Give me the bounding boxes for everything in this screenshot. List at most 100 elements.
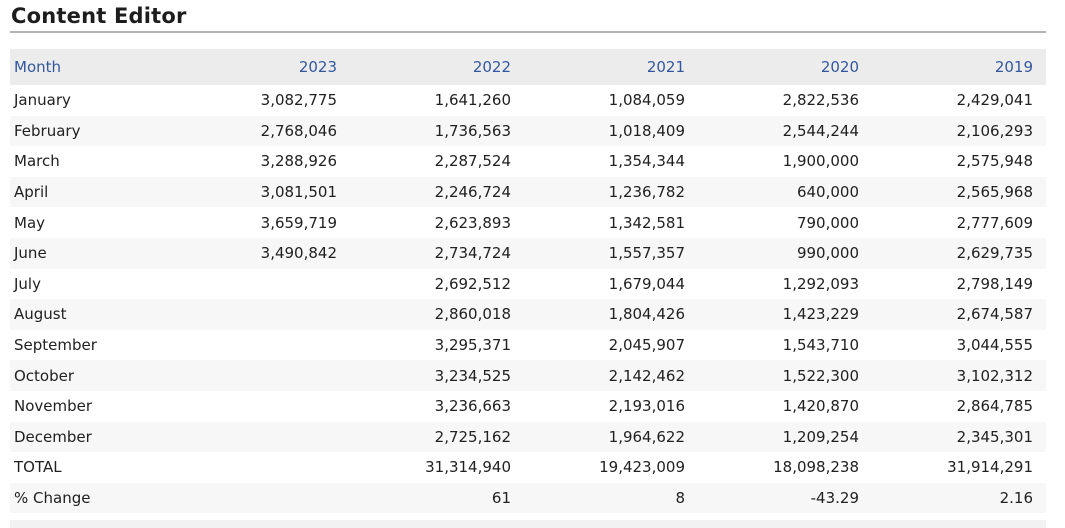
cell-value: 2,429,041 [872, 85, 1046, 116]
cell-value: 1,423,229 [698, 299, 872, 330]
cell-value: 640,000 [698, 177, 872, 208]
column-header-2022[interactable]: 2022 [350, 49, 524, 85]
cell-value: 1,236,782 [524, 177, 698, 208]
cell-value: 1,209,254 [698, 422, 872, 453]
cell-value: 3,295,371 [350, 330, 524, 361]
page-title: Content Editor [10, 0, 1046, 31]
partial-section-bar [10, 520, 1046, 528]
column-header-month[interactable]: Month [10, 49, 176, 85]
table-row: TOTAL 31,314,94019,423,00918,098,23831,91… [10, 452, 1046, 483]
monthly-stats-table: Month 2023 2022 2021 2020 2019 January3,… [10, 49, 1046, 513]
cell-value: 2,725,162 [350, 422, 524, 453]
cell-value: 2,623,893 [350, 207, 524, 238]
cell-value: 2,860,018 [350, 299, 524, 330]
row-label: March [10, 146, 176, 177]
row-label: April [10, 177, 176, 208]
cell-value: 2.16 [872, 483, 1046, 514]
cell-value: 31,314,940 [350, 452, 524, 483]
cell-value: 2,142,462 [524, 360, 698, 391]
cell-value: 3,082,775 [176, 85, 350, 116]
cell-value: 1,736,563 [350, 116, 524, 147]
table-row: October 3,234,5252,142,4621,522,3003,102,… [10, 360, 1046, 391]
row-label: August [10, 299, 176, 330]
cell-value: 18,098,238 [698, 452, 872, 483]
cell-value: -43.29 [698, 483, 872, 514]
cell-value: 1,084,059 [524, 85, 698, 116]
title-divider [10, 31, 1046, 33]
cell-value: 1,900,000 [698, 146, 872, 177]
table-row: April3,081,5012,246,7241,236,782640,0002… [10, 177, 1046, 208]
table-row: May3,659,7192,623,8931,342,581790,0002,7… [10, 207, 1046, 238]
cell-value: 1,420,870 [698, 391, 872, 422]
cell-value: 1,292,093 [698, 269, 872, 300]
row-label: % Change [10, 483, 176, 514]
cell-value [176, 391, 350, 422]
table-header-row: Month 2023 2022 2021 2020 2019 [10, 49, 1046, 85]
cell-value: 1,354,344 [524, 146, 698, 177]
cell-value: 2,193,016 [524, 391, 698, 422]
cell-value: 790,000 [698, 207, 872, 238]
column-header-2020[interactable]: 2020 [698, 49, 872, 85]
table-row: December 2,725,1621,964,6221,209,2542,345… [10, 422, 1046, 453]
cell-value: 3,236,663 [350, 391, 524, 422]
cell-value: 2,692,512 [350, 269, 524, 300]
cell-value: 2,629,735 [872, 238, 1046, 269]
cell-value: 31,914,291 [872, 452, 1046, 483]
cell-value: 61 [350, 483, 524, 514]
cell-value: 2,674,587 [872, 299, 1046, 330]
cell-value [176, 422, 350, 453]
table-row: July 2,692,5121,679,0441,292,0932,798,149 [10, 269, 1046, 300]
cell-value: 2,045,907 [524, 330, 698, 361]
cell-value [176, 483, 350, 514]
cell-value: 2,864,785 [872, 391, 1046, 422]
cell-value: 3,659,719 [176, 207, 350, 238]
table-row: % Change 618-43.292.16 [10, 483, 1046, 514]
cell-value: 2,734,724 [350, 238, 524, 269]
cell-value: 2,106,293 [872, 116, 1046, 147]
cell-value: 19,423,009 [524, 452, 698, 483]
table-row: February2,768,0461,736,5631,018,4092,544… [10, 116, 1046, 147]
cell-value: 1,679,044 [524, 269, 698, 300]
cell-value: 1,342,581 [524, 207, 698, 238]
row-label: November [10, 391, 176, 422]
cell-value [176, 360, 350, 391]
cell-value: 3,102,312 [872, 360, 1046, 391]
cell-value: 3,234,525 [350, 360, 524, 391]
column-header-2019[interactable]: 2019 [872, 49, 1046, 85]
cell-value: 2,246,724 [350, 177, 524, 208]
cell-value: 1,522,300 [698, 360, 872, 391]
cell-value: 8 [524, 483, 698, 514]
cell-value: 2,768,046 [176, 116, 350, 147]
cell-value: 2,575,948 [872, 146, 1046, 177]
row-label: January [10, 85, 176, 116]
table-row: March3,288,9262,287,5241,354,3441,900,00… [10, 146, 1046, 177]
cell-value: 3,044,555 [872, 330, 1046, 361]
row-label: May [10, 207, 176, 238]
table-row: June3,490,8422,734,7241,557,357990,0002,… [10, 238, 1046, 269]
table-body: January3,082,7751,641,2601,084,0592,822,… [10, 85, 1046, 513]
cell-value: 2,822,536 [698, 85, 872, 116]
row-label: September [10, 330, 176, 361]
cell-value [176, 299, 350, 330]
column-header-2021[interactable]: 2021 [524, 49, 698, 85]
cell-value: 2,777,609 [872, 207, 1046, 238]
row-label: July [10, 269, 176, 300]
cell-value: 2,287,524 [350, 146, 524, 177]
cell-value: 2,345,301 [872, 422, 1046, 453]
cell-value [176, 452, 350, 483]
cell-value: 2,798,149 [872, 269, 1046, 300]
cell-value: 1,964,622 [524, 422, 698, 453]
row-label: June [10, 238, 176, 269]
row-label: TOTAL [10, 452, 176, 483]
cell-value: 1,543,710 [698, 330, 872, 361]
row-label: October [10, 360, 176, 391]
cell-value: 1,557,357 [524, 238, 698, 269]
cell-value: 3,288,926 [176, 146, 350, 177]
cell-value [176, 330, 350, 361]
cell-value: 3,490,842 [176, 238, 350, 269]
row-label: December [10, 422, 176, 453]
cell-value: 1,804,426 [524, 299, 698, 330]
column-header-2023[interactable]: 2023 [176, 49, 350, 85]
cell-value: 3,081,501 [176, 177, 350, 208]
row-label: February [10, 116, 176, 147]
